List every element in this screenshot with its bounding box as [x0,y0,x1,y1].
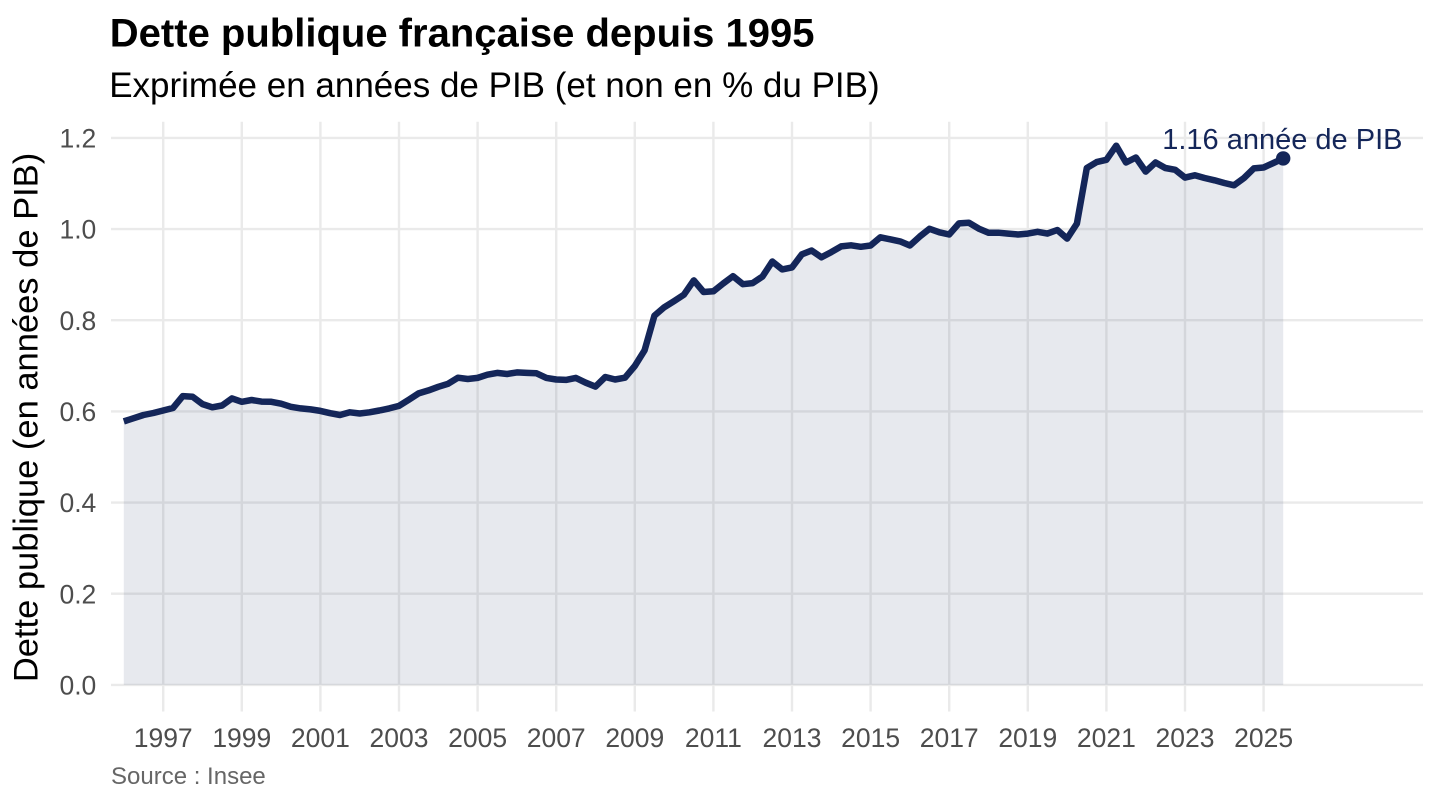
svg-text:2015: 2015 [841,723,900,753]
svg-text:2013: 2013 [763,723,822,753]
svg-text:1.0: 1.0 [59,215,96,245]
svg-text:1999: 1999 [212,723,271,753]
svg-text:Source : Insee: Source : Insee [111,763,266,790]
svg-text:2025: 2025 [1234,723,1293,753]
svg-text:1.16 année de PIB: 1.16 année de PIB [1162,124,1402,156]
svg-text:0.0: 0.0 [59,671,96,701]
svg-text:0.2: 0.2 [59,579,96,609]
svg-text:2003: 2003 [370,723,429,753]
svg-text:2021: 2021 [1077,723,1136,753]
svg-text:Exprimée en années de PIB (et: Exprimée en années de PIB (et non en % d… [109,66,879,105]
svg-text:2017: 2017 [920,723,979,753]
svg-text:1997: 1997 [134,723,193,753]
svg-text:2011: 2011 [685,723,742,753]
svg-text:2001: 2001 [291,723,350,753]
svg-text:Dette publique française depui: Dette publique française depuis 1995 [110,11,815,55]
svg-text:1.2: 1.2 [59,124,96,154]
svg-text:2009: 2009 [605,723,664,753]
svg-text:2023: 2023 [1156,723,1215,753]
svg-text:0.4: 0.4 [59,488,96,518]
svg-text:2005: 2005 [448,723,507,753]
svg-text:0.8: 0.8 [59,306,96,336]
svg-text:Dette publique (en années de P: Dette publique (en années de PIB) [8,153,46,682]
svg-text:2007: 2007 [527,723,586,753]
svg-text:0.6: 0.6 [59,397,96,427]
svg-text:2019: 2019 [998,723,1057,753]
